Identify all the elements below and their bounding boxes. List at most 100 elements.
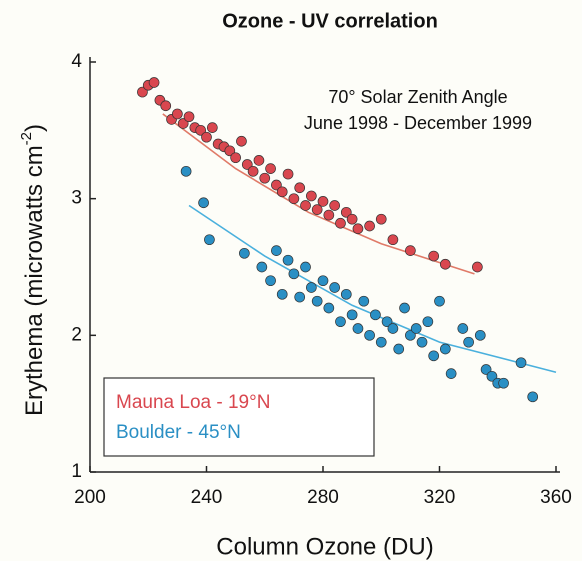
data-point — [247, 165, 259, 177]
data-point — [463, 336, 474, 348]
data-point — [201, 131, 212, 143]
y-tick-label: 1 — [71, 461, 82, 482]
y-axis-label: Erythema (microwatts cm-2) — [18, 124, 48, 416]
data-point — [498, 377, 509, 389]
data-point — [346, 213, 358, 225]
legend-box — [103, 377, 375, 457]
data-point — [393, 343, 405, 355]
annotation: June 1998 - December 1999 — [304, 113, 532, 133]
y-label-end: ) — [21, 124, 48, 132]
data-point — [410, 323, 422, 334]
data-point — [271, 245, 282, 256]
data-point — [323, 209, 335, 221]
data-point — [148, 77, 160, 88]
data-point — [306, 190, 317, 202]
data-point — [282, 254, 294, 266]
data-point — [265, 163, 276, 174]
legend-label: Mauna Loa - 19°N — [116, 392, 270, 413]
data-point — [472, 261, 483, 273]
data-point — [405, 245, 416, 256]
data-point — [399, 302, 410, 314]
data-point — [480, 364, 492, 375]
data-point — [276, 288, 288, 300]
data-point — [265, 275, 276, 287]
fit-line — [188, 204, 557, 374]
x-tick-label: 360 — [540, 487, 572, 508]
data-point — [172, 108, 183, 120]
data-point — [294, 291, 306, 303]
data-point — [329, 282, 340, 293]
data-point — [204, 234, 215, 246]
x-tick-label: 240 — [191, 487, 223, 508]
data-point — [224, 145, 236, 157]
data-point — [306, 282, 317, 293]
data-point — [230, 152, 241, 164]
data-point — [439, 343, 451, 355]
data-point — [387, 234, 399, 246]
data-point — [352, 323, 364, 334]
data-point — [375, 336, 387, 348]
data-point — [387, 323, 399, 334]
data-point — [486, 370, 498, 382]
data-point — [300, 200, 311, 211]
data-point — [439, 258, 451, 270]
data-point — [329, 200, 340, 211]
data-point — [253, 155, 265, 166]
data-point — [198, 197, 209, 209]
x-axis-label: Column Ozone (DU) — [216, 533, 433, 560]
data-point — [405, 329, 416, 341]
data-point — [317, 196, 329, 207]
y-tick-label: 2 — [71, 324, 82, 345]
data-point — [195, 124, 207, 136]
x-tick-label: 320 — [424, 487, 456, 508]
data-point — [527, 391, 539, 403]
data-point — [236, 135, 247, 147]
data-point — [335, 217, 346, 229]
data-point — [346, 309, 358, 321]
data-point — [434, 295, 445, 307]
data-point — [352, 223, 364, 235]
data-point — [271, 179, 282, 191]
data-point — [288, 268, 300, 280]
data-point — [239, 247, 250, 259]
data-point — [381, 316, 393, 328]
data-point — [256, 261, 268, 273]
data-point — [422, 316, 434, 328]
data-point — [335, 316, 346, 328]
legend-label: Boulder - 45°N — [116, 422, 241, 443]
data-point — [311, 204, 323, 215]
data-point — [375, 213, 387, 225]
y-tick-label: 3 — [71, 188, 82, 209]
data-point — [276, 186, 288, 198]
data-point — [180, 165, 192, 177]
data-point — [323, 302, 335, 314]
data-point — [177, 118, 189, 129]
x-tick-label: 200 — [74, 487, 106, 508]
data-point — [282, 168, 294, 180]
x-tick-label: 280 — [307, 487, 339, 508]
annotation: 70° Solar Zenith Angle — [328, 87, 507, 107]
data-point — [160, 100, 172, 112]
data-point — [358, 295, 370, 307]
data-point — [445, 368, 457, 379]
y-label-sup: -2 — [18, 132, 35, 145]
y-tick-label: 4 — [71, 51, 82, 72]
data-point — [317, 275, 329, 287]
data-point — [294, 182, 306, 194]
data-point — [364, 220, 375, 232]
y-label-main: Erythema (microwatts cm — [21, 145, 48, 416]
data-point — [137, 86, 148, 98]
data-point — [428, 350, 440, 362]
data-point — [416, 336, 428, 348]
data-point — [206, 122, 218, 133]
data-point — [340, 206, 352, 218]
data-point — [370, 309, 381, 321]
data-point — [474, 329, 486, 341]
data-point — [364, 329, 375, 341]
data-point — [428, 250, 440, 262]
chart-title: Ozone - UV correlation — [222, 10, 438, 32]
data-point — [288, 193, 300, 205]
data-point — [241, 159, 253, 170]
data-point — [515, 357, 527, 369]
